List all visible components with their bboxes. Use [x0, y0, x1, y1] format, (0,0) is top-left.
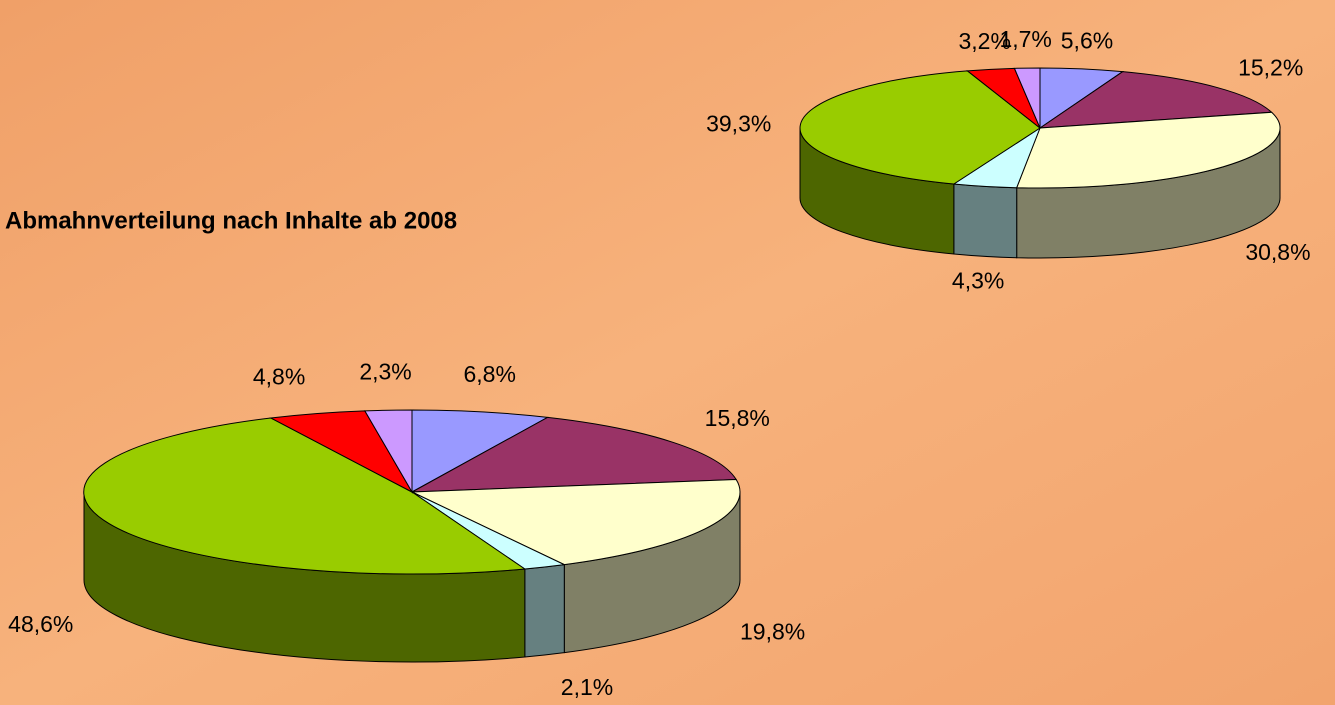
data-label: 2,3%: [359, 358, 411, 384]
slice: [1015, 111, 1281, 189]
data-label: 3,2%: [958, 28, 1010, 54]
slice-side: [953, 183, 1018, 259]
slice: [83, 417, 527, 575]
data-label: 19,8%: [740, 619, 805, 645]
slice: [411, 478, 741, 566]
data-label: 1,7%: [999, 26, 1051, 52]
data-label: 4,8%: [253, 363, 305, 389]
slice-side: [524, 564, 565, 658]
data-label: 6,8%: [464, 361, 516, 387]
slice: [411, 416, 738, 493]
data-label: 4,3%: [952, 268, 1004, 294]
data-label: 5,6%: [1061, 27, 1113, 53]
data-label: 15,2%: [1238, 54, 1303, 80]
chart-title: Abmahnverteilung nach Inhalte ab 2008: [5, 207, 457, 234]
data-label: 48,6%: [8, 611, 73, 637]
slice: [1038, 71, 1273, 129]
slice: [411, 409, 550, 493]
data-label: 39,3%: [706, 110, 771, 136]
slice: [364, 409, 413, 494]
data-label: 15,8%: [705, 405, 770, 431]
slice: [799, 70, 1041, 185]
data-label: 2,1%: [561, 674, 613, 700]
data-label: 30,8%: [1245, 239, 1310, 265]
slice: [1013, 67, 1041, 129]
